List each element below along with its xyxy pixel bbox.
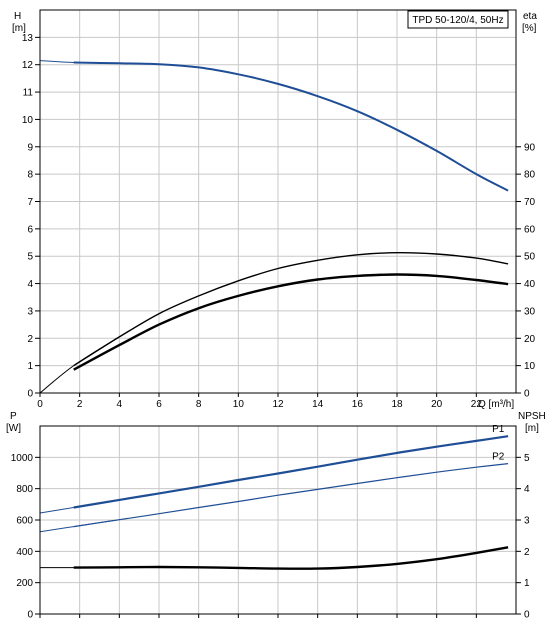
top-curves (40, 61, 508, 393)
top-left-tick-label-8: 8 (27, 170, 33, 181)
top-x-tick-label-0: 0 (37, 399, 43, 410)
top-left-tick-label-12: 12 (22, 60, 34, 71)
top-left-axis-unit: [m] (12, 23, 26, 34)
bottom-right-tick-label-5: 5 (524, 453, 530, 464)
top-left-tick-label-5: 5 (27, 252, 33, 263)
bottom-left-tick-label-800: 800 (16, 484, 33, 495)
bottom-left-tick-label-200: 200 (16, 578, 33, 589)
top-left-tick-label-1: 1 (27, 361, 33, 372)
top-right-axis-unit: [%] (522, 23, 537, 34)
top-right-tick-label-20: 20 (524, 334, 536, 345)
chart-title: TPD 50-120/4, 50Hz (412, 15, 503, 26)
bottom-left-tick-label-600: 600 (16, 516, 33, 527)
top-right-tick-label-50: 50 (524, 252, 536, 263)
top-series-2-line (74, 275, 508, 370)
bottom-axes: 0 200 400 600 800 1000 0 1 2 3 4 5 (11, 453, 530, 621)
bottom-right-tick-label-4: 4 (524, 484, 530, 495)
bottom-left-axis-name: P (10, 411, 17, 422)
top-right-tick-label-70: 70 (524, 197, 536, 208)
top-right-tick-label-40: 40 (524, 279, 536, 290)
top-right-tick-label-30: 30 (524, 306, 536, 317)
top-right-tick-label-90: 90 (524, 142, 536, 153)
bottom-right-tick-label-2: 2 (524, 547, 530, 558)
top-x-tick-label-20: 20 (431, 399, 443, 410)
bottom-right-tick-label-1: 1 (524, 578, 530, 589)
top-right-axis-name: eta (523, 11, 537, 22)
top-right-tick-label-10: 10 (524, 361, 536, 372)
top-series-0-line (74, 63, 508, 191)
top-right-tick-label-0: 0 (524, 389, 530, 400)
top-x-tick-label-6: 6 (156, 399, 162, 410)
bottom-right-tick-label-3: 3 (524, 516, 530, 527)
top-grid (40, 10, 516, 393)
top-left-tick-label-3: 3 (27, 306, 33, 317)
top-left-tick-label-11: 11 (23, 88, 34, 99)
top-left-axis-name: H (14, 11, 21, 22)
top-right-tick-label-60: 60 (524, 224, 536, 235)
top-left-tick-label-13: 13 (22, 33, 34, 44)
bottom-series-label-p2: P2 (492, 452, 505, 463)
top-x-tick-label-12: 12 (272, 399, 284, 410)
top-left-tick-label-10: 10 (22, 115, 34, 126)
bottom-series-1-line (74, 464, 508, 527)
top-left-tick-label-2: 2 (27, 334, 33, 345)
top-left-tick-label-4: 4 (27, 279, 33, 290)
top-left-tick-label-9: 9 (27, 142, 33, 153)
bottom-right-tick-label-0: 0 (524, 610, 530, 621)
top-x-tick-label-16: 16 (352, 399, 364, 410)
top-x-tick-label-8: 8 (196, 399, 202, 410)
bottom-series-2-line (74, 547, 508, 568)
x-axis-label: Q [m³/h] (478, 399, 514, 410)
bottom-left-tick-label-1000: 1000 (11, 453, 34, 464)
top-left-tick-label-7: 7 (27, 197, 33, 208)
top-series-1-line (74, 253, 508, 366)
top-x-tick-label-18: 18 (391, 399, 403, 410)
top-x-tick-label-4: 4 (117, 399, 123, 410)
bottom-right-axis-name: NPSH (518, 411, 546, 422)
top-left-tick-label-6: 6 (27, 224, 33, 235)
bottom-grid (40, 426, 516, 614)
top-left-tick-label-0: 0 (27, 389, 33, 400)
top-x-tick-label-10: 10 (233, 399, 245, 410)
bottom-left-axis-unit: [W] (6, 423, 21, 434)
bottom-left-tick-label-0: 0 (27, 610, 33, 621)
top-x-tick-label-14: 14 (312, 399, 324, 410)
bottom-right-axis-unit: [m] (525, 423, 539, 434)
top-right-tick-label-80: 80 (524, 170, 536, 181)
top-x-tick-label-2: 2 (77, 399, 83, 410)
bottom-left-tick-label-400: 400 (16, 547, 33, 558)
